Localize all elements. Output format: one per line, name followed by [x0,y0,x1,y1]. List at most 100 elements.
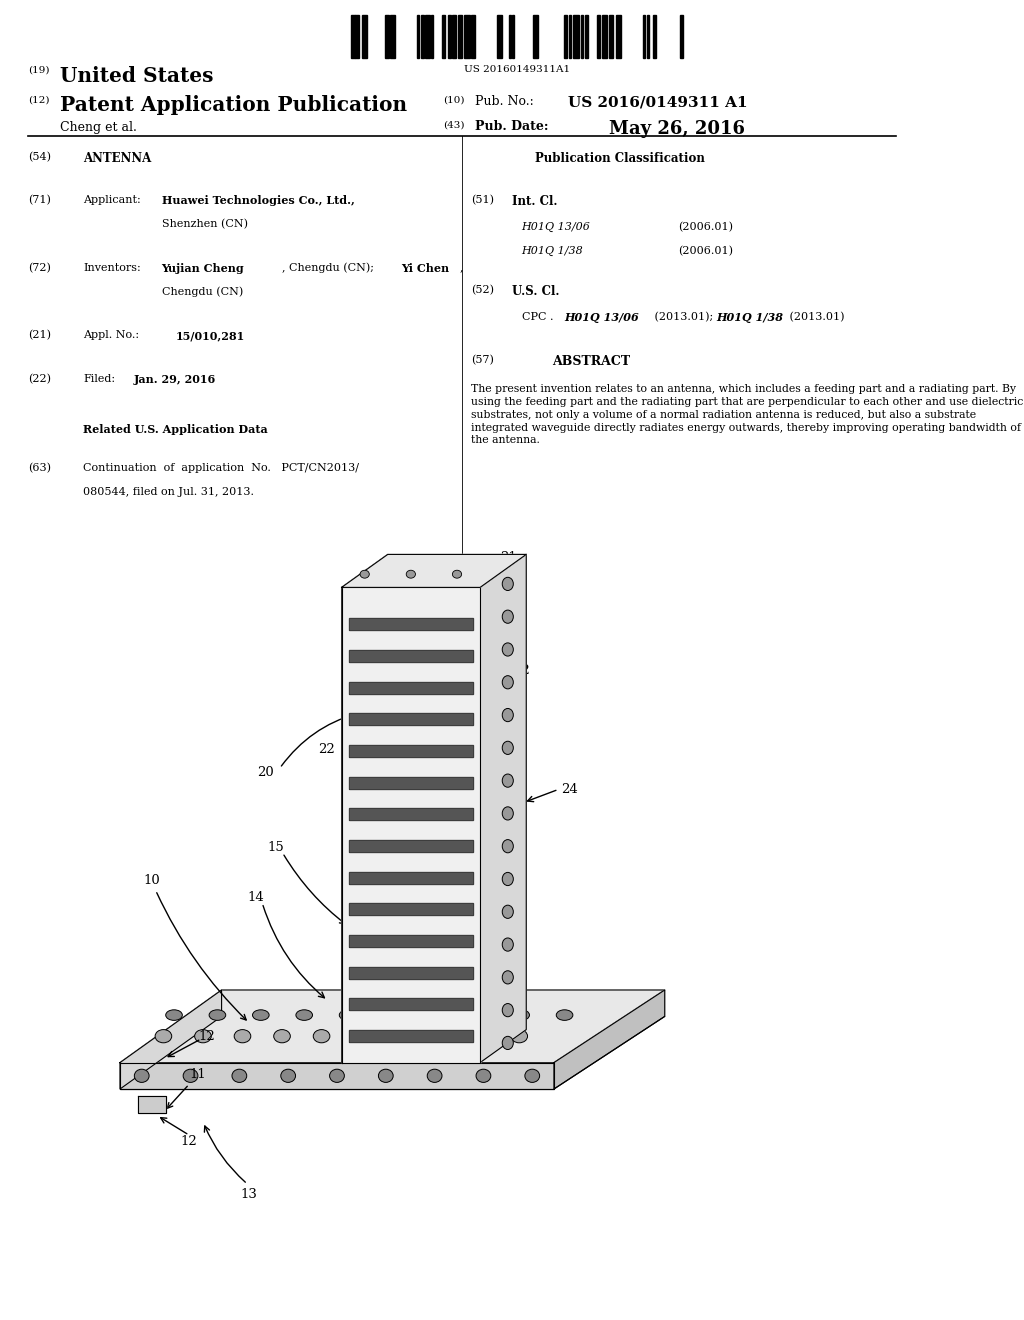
Ellipse shape [427,1069,442,1082]
Ellipse shape [339,1010,356,1020]
Text: H01Q 1/38: H01Q 1/38 [521,246,584,256]
Ellipse shape [502,807,513,820]
Ellipse shape [502,906,513,919]
Polygon shape [349,903,473,915]
Bar [573,15,579,58]
Text: (22): (22) [28,374,51,384]
Text: (72): (72) [28,263,50,273]
Text: (12): (12) [28,95,49,104]
Text: Continuation  of  application  No.   PCT/CN2013/: Continuation of application No. PCT/CN20… [83,463,359,474]
Text: (2006.01): (2006.01) [679,246,733,256]
Polygon shape [349,840,473,851]
Ellipse shape [502,1003,513,1016]
Text: Inventors:: Inventors: [83,263,141,273]
Ellipse shape [281,1069,296,1082]
Ellipse shape [502,676,513,689]
Text: (54): (54) [28,152,51,162]
Text: CPC .: CPC . [521,312,560,322]
Bar [568,15,571,58]
Text: 15/010,281: 15/010,281 [175,330,245,341]
Bar [652,15,656,58]
Text: (21): (21) [28,330,51,341]
Polygon shape [349,713,473,725]
Polygon shape [120,1063,554,1089]
Text: (51): (51) [471,195,494,206]
Polygon shape [480,554,526,1063]
Polygon shape [342,587,480,1063]
Polygon shape [349,649,473,661]
Ellipse shape [155,1030,172,1043]
Bar [597,15,600,58]
Ellipse shape [502,774,513,787]
Text: Filed:: Filed: [83,374,116,384]
Ellipse shape [511,1030,527,1043]
Text: (2013.01): (2013.01) [785,312,844,322]
Bar [465,15,470,58]
Text: May 26, 2016: May 26, 2016 [609,120,745,139]
Ellipse shape [392,1030,409,1043]
Polygon shape [349,935,473,946]
Text: (19): (19) [28,66,49,75]
Text: United States: United States [60,66,214,86]
Bar [385,15,389,58]
Text: 080544, filed on Jul. 31, 2013.: 080544, filed on Jul. 31, 2013. [83,487,254,498]
Polygon shape [349,871,473,883]
Polygon shape [349,1030,473,1041]
Ellipse shape [195,1030,211,1043]
Ellipse shape [502,1036,513,1049]
Text: (52): (52) [471,285,494,296]
Text: 12: 12 [199,1030,215,1043]
Bar [532,15,539,58]
Text: US 2016/0149311 A1: US 2016/0149311 A1 [567,95,748,110]
Ellipse shape [502,610,513,623]
Bar [512,15,514,58]
Ellipse shape [426,1010,442,1020]
Text: U.S. Cl.: U.S. Cl. [512,285,560,298]
Ellipse shape [234,1030,251,1043]
Ellipse shape [469,1010,486,1020]
Text: (57): (57) [471,355,494,366]
Bar [447,15,451,58]
Text: (71): (71) [28,195,50,206]
Ellipse shape [502,709,513,722]
Text: Int. Cl.: Int. Cl. [512,195,558,209]
Ellipse shape [502,840,513,853]
Polygon shape [554,990,665,1089]
Text: Patent Application Publication: Patent Application Publication [60,95,408,115]
Polygon shape [138,1096,166,1113]
Bar [647,15,649,58]
Text: Pub. Date:: Pub. Date: [475,120,549,133]
Bar [425,15,430,58]
Bar [564,15,567,58]
Ellipse shape [353,1030,370,1043]
Ellipse shape [407,570,416,578]
Text: H01Q 1/38: H01Q 1/38 [717,312,783,322]
Text: 20: 20 [257,766,273,779]
Bar [355,15,359,58]
Bar [418,15,419,58]
Polygon shape [120,990,221,1089]
Text: Publication Classification: Publication Classification [536,152,706,165]
Bar [680,15,683,58]
Polygon shape [349,998,473,1010]
Text: Cheng et al.: Cheng et al. [60,121,137,135]
Text: 13: 13 [240,1188,257,1201]
Text: Shenzhen (CN): Shenzhen (CN) [162,219,248,230]
Ellipse shape [471,1030,488,1043]
Polygon shape [342,554,388,1063]
Polygon shape [349,808,473,820]
Ellipse shape [513,1010,529,1020]
Text: The present invention relates to an antenna, which includes a feeding part and a: The present invention relates to an ante… [471,384,1023,445]
Polygon shape [120,990,665,1063]
Bar [442,15,445,58]
Bar [361,15,368,58]
Ellipse shape [453,570,462,578]
Text: Appl. No.:: Appl. No.: [83,330,139,341]
Polygon shape [342,554,526,587]
Ellipse shape [525,1069,540,1082]
Bar [389,15,395,58]
Bar [351,15,354,58]
Text: (63): (63) [28,463,51,474]
Ellipse shape [360,570,370,578]
Ellipse shape [556,1010,572,1020]
